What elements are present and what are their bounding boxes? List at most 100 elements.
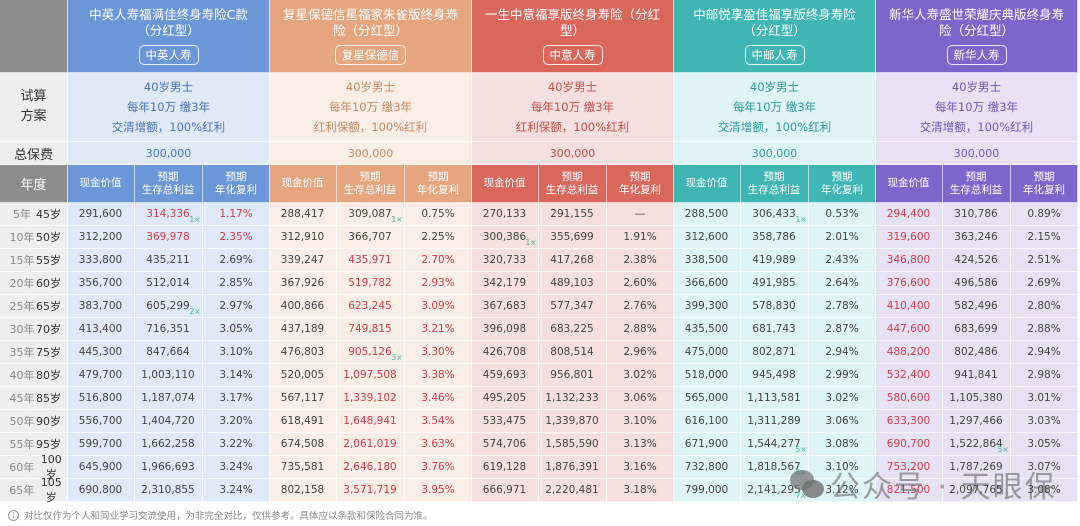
value-text: 681,743 xyxy=(752,323,796,335)
value-text: 3.08% xyxy=(1027,484,1061,496)
plan-cell: 40岁男士 每年10万 缴3年 红利保额，100%红利 xyxy=(270,73,472,142)
value-text: 519,782 xyxy=(348,277,392,289)
value-cell: 300,386 1× xyxy=(472,226,539,248)
value-cell: 666,971 xyxy=(472,479,539,501)
policy-year: 30年 xyxy=(9,323,35,336)
value-cell: 1,003,110 xyxy=(135,364,203,386)
table-row: 413,400 716,351 3.05% xyxy=(68,318,270,341)
value-text: 616,100 xyxy=(684,415,729,427)
value-cell: 270,133 xyxy=(472,203,539,225)
table-row: 356,700 512,014 2.85% xyxy=(68,272,270,295)
table-row: 802,158 3,571,719 3.95% xyxy=(270,479,472,502)
value-cell: 495,205 xyxy=(472,387,539,409)
table-row: 690,800 2,310,855 3.24% xyxy=(68,479,270,502)
column-header: 预期 年化复利 xyxy=(821,170,863,196)
multiple-marker: 1× xyxy=(189,215,201,224)
value-cell: 956,801 xyxy=(539,364,607,386)
product-name: 新华人寿盛世荣耀庆典版终身寿险（分红型） xyxy=(888,7,1064,38)
value-cell: 1,544,277 5× xyxy=(741,433,809,455)
value-cell: 735,581 xyxy=(270,456,337,478)
value-text: 2.93% xyxy=(421,277,455,289)
value-cell: 2.70% xyxy=(405,249,472,271)
value-text: 3.02% xyxy=(623,369,657,381)
column-header: 现金价值 xyxy=(674,165,741,202)
value-text: 2,097,765 xyxy=(949,484,1003,496)
value-cell: 905,126 3× xyxy=(337,341,405,363)
value-text: 424,526 xyxy=(954,254,998,266)
value-text: 419,989 xyxy=(752,254,796,266)
column-header: 预期 生存总利益 xyxy=(741,165,809,202)
value-cell: 3.05% xyxy=(1011,433,1078,455)
value-text: 270,133 xyxy=(482,208,527,220)
value-text: 1,311,289 xyxy=(747,415,801,427)
policy-year: 50年 xyxy=(9,415,35,428)
value-text: 291,600 xyxy=(78,208,123,220)
insured-age: 90岁 xyxy=(36,415,61,428)
value-cell: 2.96% xyxy=(607,341,674,363)
value-cell: 518,000 xyxy=(674,364,741,386)
value-text: 383,700 xyxy=(78,300,123,312)
multiple-marker: 3× xyxy=(391,353,403,362)
value-text: 475,000 xyxy=(684,346,729,358)
value-cell: 2.78% xyxy=(809,295,876,317)
value-cell: 3.05% xyxy=(203,318,270,340)
value-cell: 491,985 xyxy=(741,272,809,294)
value-cell: 2.01% xyxy=(809,226,876,248)
value-text: 1,097,508 xyxy=(343,369,397,381)
premium-cell: 300,000 xyxy=(68,142,270,165)
value-cell: 400,866 xyxy=(270,295,337,317)
value-cell: 312,910 xyxy=(270,226,337,248)
value-cell: 3.13% xyxy=(607,433,674,455)
value-text: 369,978 xyxy=(146,231,190,243)
plan-line: 交清增额，100%红利 xyxy=(919,120,1034,134)
year-age-cell: 30年 70岁 xyxy=(0,318,68,341)
subheader-group: 现金价值 预期 生存总利益 预期 年化复利 xyxy=(270,165,472,203)
table-row: 288,500 306,433 1× 0.53% xyxy=(674,203,876,226)
value-cell: 732,800 xyxy=(674,456,741,478)
value-text: 619,128 xyxy=(482,461,527,473)
value-text: 363,246 xyxy=(954,231,998,243)
insured-age: 70岁 xyxy=(36,323,61,336)
table-row: 376,600 496,586 2.69% xyxy=(876,272,1078,295)
table-row: 410,400 582,496 2.80% xyxy=(876,295,1078,318)
product-header: 复星保德信星福家朱雀版终身寿险（分红型） 复星保德信 xyxy=(270,0,472,73)
value-cell: 288,417 xyxy=(270,203,337,225)
plan-line: 每年10万 缴3年 xyxy=(934,100,1019,114)
value-cell: 1.17% xyxy=(203,203,270,225)
value-text: 367,683 xyxy=(482,300,527,312)
value-text: 2.69% xyxy=(219,254,253,266)
value-cell: 459,693 xyxy=(472,364,539,386)
value-cell: 479,700 xyxy=(68,364,135,386)
value-text: 556,700 xyxy=(78,415,123,427)
company-tag: 中英人寿 xyxy=(138,45,199,65)
value-cell: 0.89% xyxy=(1011,203,1078,225)
table-row: 633,300 1,297,466 3.03% xyxy=(876,410,1078,433)
value-text: 2.99% xyxy=(825,369,859,381)
value-text: 683,225 xyxy=(550,323,594,335)
value-cell: 369,978 xyxy=(135,226,203,248)
value-text: 2.69% xyxy=(1027,277,1061,289)
value-cell: 1,818,567 6× xyxy=(741,456,809,478)
value-cell: 424,526 xyxy=(943,249,1011,271)
value-cell: 358,786 xyxy=(741,226,809,248)
value-cell: 291,600 xyxy=(68,203,135,225)
value-cell: 671,900 xyxy=(674,433,741,455)
value-cell: 333,800 xyxy=(68,249,135,271)
value-cell: 683,225 xyxy=(539,318,607,340)
insured-age: 75岁 xyxy=(36,346,61,359)
value-cell: 1,966,693 xyxy=(135,456,203,478)
table-row: 312,200 369,978 2.35% xyxy=(68,226,270,249)
value-text: 802,486 xyxy=(954,346,998,358)
value-cell: 2.88% xyxy=(1011,318,1078,340)
value-cell: 355,699 xyxy=(539,226,607,248)
value-text: 532,400 xyxy=(886,369,931,381)
value-cell: 366,707 xyxy=(337,226,405,248)
policy-year: 35年 xyxy=(9,346,35,359)
value-cell: 1.91% xyxy=(607,226,674,248)
value-text: 367,926 xyxy=(280,277,325,289)
value-cell: 435,971 xyxy=(337,249,405,271)
value-text: 3.16% xyxy=(623,461,657,473)
value-cell: 346,800 xyxy=(876,249,943,271)
footnote: i 对比仅作为个人和同业学习交流使用，为非完全对比，仅供参考。具体应以条款和保险… xyxy=(8,508,433,522)
value-text: 437,189 xyxy=(280,323,325,335)
